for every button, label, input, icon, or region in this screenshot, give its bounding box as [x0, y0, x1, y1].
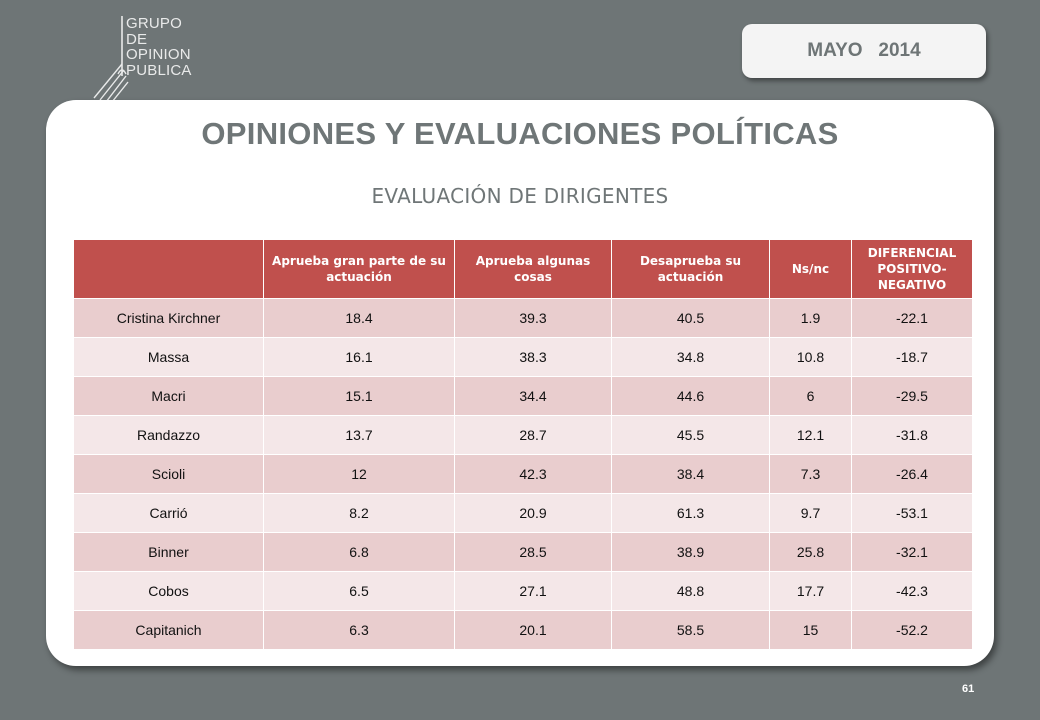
table-header-row: Aprueba gran parte de su actuación Aprue… [73, 239, 973, 299]
table-cell-name: Carrió [73, 493, 264, 533]
logo-line: PUBLICA [126, 61, 192, 79]
table-cell: 17.7 [769, 571, 852, 611]
logo-line: OPINION [126, 46, 191, 63]
date-year: 2014 [878, 40, 921, 61]
table-cell: 39.3 [454, 298, 612, 338]
table-cell: -32.1 [851, 532, 973, 572]
table-cell-name: Scioli [73, 454, 264, 494]
table-cell: 48.8 [611, 571, 770, 611]
table-cell: -31.8 [851, 415, 973, 455]
table-cell: -53.1 [851, 493, 973, 533]
table-cell: 40.5 [611, 298, 770, 338]
date-month: MAYO [807, 40, 863, 61]
date-badge: MAYO 2014 [742, 24, 986, 78]
page-subtitle: EVALUACIÓN DE DIRIGENTES [371, 184, 669, 208]
table-row: Cristina Kirchner 18.4 39.3 40.5 1.9 -22… [73, 298, 973, 338]
table-cell: 15.1 [263, 376, 455, 416]
table-cell: 45.5 [611, 415, 770, 455]
logo-text: GRUPO DE OPINION PUBLICA [126, 16, 192, 78]
table-cell: 6.3 [263, 610, 455, 650]
table-row: Massa 16.1 38.3 34.8 10.8 -18.7 [73, 337, 973, 377]
table-cell: 6.5 [263, 571, 455, 611]
table-cell: 38.4 [611, 454, 770, 494]
table-cell: -29.5 [851, 376, 973, 416]
table-cell: 28.5 [454, 532, 612, 572]
table-cell: 42.3 [454, 454, 612, 494]
table-row: Cobos 6.5 27.1 48.8 17.7 -42.3 [73, 571, 973, 611]
table-cell: 10.8 [769, 337, 852, 377]
table-cell-name: Binner [73, 532, 264, 572]
table-cell: 58.5 [611, 610, 770, 650]
table-cell-name: Macri [73, 376, 264, 416]
table-cell: 61.3 [611, 493, 770, 533]
table-cell: 13.7 [263, 415, 455, 455]
table-cell: -18.7 [851, 337, 973, 377]
column-header: Desaprueba su actuación [611, 239, 770, 299]
table-row: Binner 6.8 28.5 38.9 25.8 -32.1 [73, 532, 973, 572]
column-header: Ns/nc [769, 239, 852, 299]
column-header-name [73, 239, 264, 299]
table-row: Scioli 12 42.3 38.4 7.3 -26.4 [73, 454, 973, 494]
table-cell-name: Randazzo [73, 415, 264, 455]
table-cell: -42.3 [851, 571, 973, 611]
table-cell: 44.6 [611, 376, 770, 416]
table-cell: 8.2 [263, 493, 455, 533]
table-cell: 20.1 [454, 610, 612, 650]
table-cell: 34.8 [611, 337, 770, 377]
table-cell: 1.9 [769, 298, 852, 338]
table-cell: 12.1 [769, 415, 852, 455]
table-row: Randazzo 13.7 28.7 45.5 12.1 -31.8 [73, 415, 973, 455]
table-cell: 9.7 [769, 493, 852, 533]
table-cell: 28.7 [454, 415, 612, 455]
page-title: OPINIONES Y EVALUACIONES POLÍTICAS [201, 116, 839, 151]
table-cell-name: Massa [73, 337, 264, 377]
table-cell: 18.4 [263, 298, 455, 338]
table-row: Macri 15.1 34.4 44.6 6 -29.5 [73, 376, 973, 416]
page-number: 61 [962, 683, 975, 695]
table-cell: -26.4 [851, 454, 973, 494]
table-cell: -52.2 [851, 610, 973, 650]
table-cell: 25.8 [769, 532, 852, 572]
table-cell: 15 [769, 610, 852, 650]
table-cell: 6 [769, 376, 852, 416]
table-cell-name: Cobos [73, 571, 264, 611]
logo-line: GRUPO [126, 15, 183, 32]
table-cell: 27.1 [454, 571, 612, 611]
grupo-opinion-publica-logo-mark [93, 16, 129, 103]
table-cell: 12 [263, 454, 455, 494]
table-cell: 34.4 [454, 376, 612, 416]
column-header: DIFERENCIAL POSITIVO-NEGATIVO [851, 239, 973, 299]
table-cell: 20.9 [454, 493, 612, 533]
column-header: Aprueba algunas cosas [454, 239, 612, 299]
logo-line: DE [126, 30, 148, 48]
table-row: Carrió 8.2 20.9 61.3 9.7 -53.1 [73, 493, 973, 533]
table-cell: 7.3 [769, 454, 852, 494]
table-cell: 16.1 [263, 337, 455, 377]
table-cell: 38.9 [611, 532, 770, 572]
column-header: Aprueba gran parte de su actuación [263, 239, 455, 299]
table-cell-name: Capitanich [73, 610, 264, 650]
evaluation-table: Aprueba gran parte de su actuación Aprue… [73, 239, 973, 650]
table-cell: 38.3 [454, 337, 612, 377]
table-cell-name: Cristina Kirchner [73, 298, 264, 338]
table-row: Capitanich 6.3 20.1 58.5 15 -52.2 [73, 610, 973, 650]
table-cell: 6.8 [263, 532, 455, 572]
table-cell: -22.1 [851, 298, 973, 338]
